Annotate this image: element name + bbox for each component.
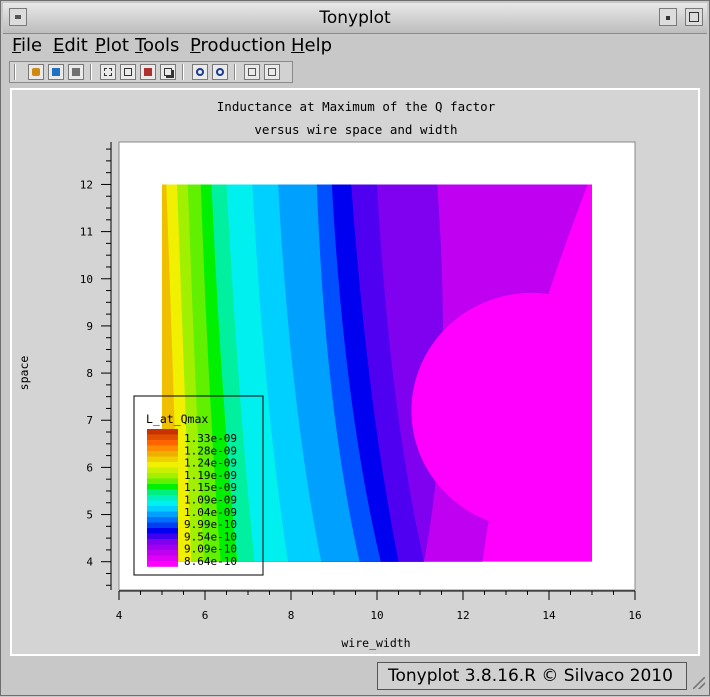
legend-swatch	[147, 555, 178, 562]
y-tick-label: 12	[80, 178, 93, 191]
y-tick-label: 11	[80, 226, 93, 239]
legend-swatch	[147, 473, 178, 479]
window-title: Tonyplot	[319, 8, 391, 28]
window-menu-icon[interactable]	[9, 8, 27, 26]
legend-label: 1.19e-09	[184, 469, 237, 482]
toolbar	[9, 61, 293, 83]
legend-swatch	[147, 528, 178, 534]
menu-help[interactable]: Help	[291, 35, 333, 56]
legend-label: 1.28e-09	[184, 444, 237, 457]
legend-swatch	[147, 478, 178, 485]
legend-swatch	[147, 561, 178, 567]
toolbar-separator	[234, 64, 236, 80]
y-axis-label: space	[17, 356, 31, 391]
legend-label: 9.99e-10	[184, 518, 237, 531]
chart-subtitle: versus wire space and width	[254, 122, 457, 137]
legend-label: 1.24e-09	[184, 457, 237, 470]
legend-swatch	[147, 467, 178, 474]
status-text: Tonyplot 3.8.16.R © Silvaco 2010	[388, 666, 673, 686]
legend-label: 1.04e-09	[184, 506, 237, 519]
zoom-out-icon[interactable]	[212, 64, 228, 80]
legend-swatch	[147, 489, 178, 496]
contour-core	[411, 292, 592, 529]
menu-production[interactable]: Production	[190, 35, 286, 56]
legend-swatch	[147, 445, 178, 452]
toolbar-separator	[90, 64, 92, 80]
chart-title: Inductance at Maximum of the Q factor	[217, 99, 496, 114]
title-bar[interactable]: Tonyplot	[3, 3, 707, 34]
toolbar-grip	[14, 64, 16, 80]
legend-swatch	[147, 517, 178, 523]
legend-label: 1.09e-09	[184, 494, 237, 507]
x-tick-label: 10	[370, 609, 383, 622]
zoom-in-icon[interactable]	[192, 64, 208, 80]
menu-edit[interactable]: Edit	[53, 35, 88, 56]
legend-swatch	[147, 484, 178, 490]
x-tick-label: 16	[628, 609, 641, 622]
legend-title: L_at_Qmax	[146, 412, 208, 426]
maximize-icon[interactable]	[685, 8, 703, 26]
legend-swatch	[147, 434, 178, 441]
legend-swatch	[147, 456, 178, 463]
legend-label: 8.64e-10	[184, 555, 237, 568]
x-tick-label: 14	[542, 609, 556, 622]
legend-swatch	[147, 511, 178, 518]
paste-icon[interactable]	[140, 64, 156, 80]
legend-swatch	[147, 500, 178, 507]
stack-icon[interactable]	[160, 64, 176, 80]
x-tick-label: 6	[202, 609, 209, 622]
legend-swatch	[147, 550, 178, 556]
legend-swatch	[147, 451, 178, 457]
status-bar: Tonyplot 3.8.16.R © Silvaco 2010	[377, 662, 687, 690]
y-tick-label: 4	[86, 556, 93, 569]
menu-tools[interactable]: Tools	[135, 35, 180, 56]
legend-label: 9.09e-10	[184, 543, 237, 556]
y-tick-label: 10	[80, 273, 93, 286]
legend-swatch	[147, 429, 178, 435]
save-icon[interactable]	[48, 64, 64, 80]
legend-swatch	[147, 462, 178, 468]
select-icon[interactable]	[100, 64, 116, 80]
legend-swatch	[147, 522, 178, 529]
forward-icon[interactable]	[264, 64, 280, 80]
x-tick-label: 8	[288, 609, 295, 622]
y-tick-label: 6	[86, 461, 93, 474]
legend: L_at_Qmax 1.33e-091.28e-091.24e-091.19e-…	[133, 395, 264, 576]
y-tick-label: 7	[86, 414, 93, 427]
axes: 4 6 8 10 12 14 16 4 5 6 7 8 9 10 11 12	[80, 142, 642, 622]
legend-swatch	[147, 544, 178, 551]
minimize-icon[interactable]	[659, 8, 677, 26]
heatmap-field	[162, 184, 592, 562]
x-axis-label: wire_width	[341, 636, 410, 650]
legend-swatch	[147, 440, 178, 446]
legend-swatch	[147, 506, 178, 512]
x-tick-label: 4	[116, 609, 123, 622]
x-tick-label: 12	[456, 609, 469, 622]
legend-swatch	[147, 533, 178, 540]
toolbar-separator	[182, 64, 184, 80]
y-tick-label: 9	[86, 320, 93, 333]
legend-label: 1.33e-09	[184, 432, 237, 445]
legend-label: 1.15e-09	[184, 481, 237, 494]
print-icon[interactable]	[68, 64, 84, 80]
legend-swatch	[147, 495, 178, 501]
legend-swatch	[147, 539, 178, 545]
menu-plot[interactable]: Plot	[95, 35, 129, 56]
copy-icon[interactable]	[120, 64, 136, 80]
legend-box	[133, 395, 264, 576]
legend-label: 9.54e-10	[184, 530, 237, 543]
menu-file[interactable]: File	[12, 35, 43, 56]
back-icon[interactable]	[244, 64, 260, 80]
y-tick-label: 5	[86, 509, 93, 522]
resize-grip-icon[interactable]	[693, 677, 705, 689]
y-tick-label: 8	[86, 367, 93, 380]
load-icon[interactable]	[28, 64, 44, 80]
menu-bar: File Edit Plot Tools Production Help	[3, 34, 707, 58]
